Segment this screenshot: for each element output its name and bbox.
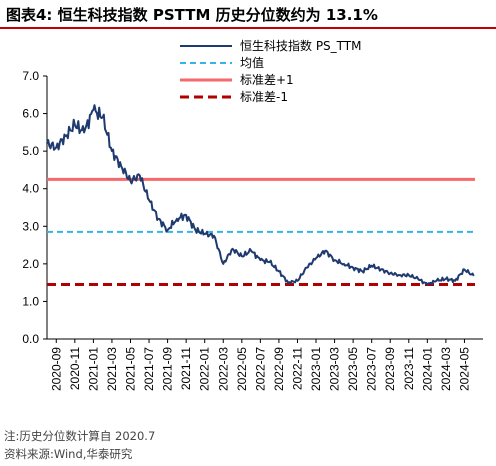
title-rule	[0, 27, 496, 29]
x-tick-label: 2023-09	[383, 347, 397, 391]
x-tick-label: 2023-05	[346, 347, 360, 391]
x-tick-label: 2021-07	[142, 347, 156, 391]
x-tick-label: 2022-11	[290, 347, 304, 390]
x-tick-label: 2024-03	[439, 347, 453, 391]
y-tick-label: 3.0	[22, 219, 39, 233]
x-tick-label: 2021-01	[86, 347, 100, 391]
chart-lines	[46, 104, 475, 287]
x-tick-label: 2023-07	[365, 347, 379, 391]
y-tick-label: 4.0	[22, 182, 39, 196]
ps-ttm-series-line	[46, 104, 475, 286]
psttm-line-chart: 0.0 1.0 2.0 3.0 4.0 5.0 6.0 7.0 2020-09 2020-11 20…	[22, 38, 483, 391]
y-tick-label: 6.0	[22, 107, 39, 121]
x-tick-label: 2021-09	[161, 347, 175, 391]
y-tick-label: 5.0	[22, 144, 39, 158]
x-tick-label: 2023-11	[402, 347, 416, 390]
y-tick-label: 0.0	[22, 332, 39, 346]
x-tick-label: 2022-09	[272, 347, 286, 391]
x-tick-label: 2024-01	[420, 347, 434, 391]
y-tick-label: 1.0	[22, 294, 39, 308]
x-tick-label: 2020-11	[68, 347, 82, 390]
x-tick-label: 2024-05	[457, 347, 471, 391]
footnote: 注:历史分位数计算自 2020.7	[4, 429, 156, 443]
legend-label: 均值	[240, 55, 264, 70]
legend-label: 标准差+1	[240, 73, 294, 87]
x-tick-label: 2023-03	[328, 347, 342, 391]
x-tick-label: 2022-03	[216, 347, 230, 391]
y-tick-label: 7.0	[22, 69, 39, 83]
legend-label: 恒生科技指数 PS_TTM	[240, 38, 361, 53]
chart-axes: 0.0 1.0 2.0 3.0 4.0 5.0 6.0 7.0 2020-09 2020-11 20…	[22, 69, 483, 391]
x-tick-label: 2022-07	[253, 347, 267, 391]
x-tick-label: 2023-01	[309, 347, 323, 391]
x-tick-label: 2022-01	[198, 347, 212, 391]
x-tick-label: 2020-09	[49, 347, 63, 391]
x-tick-label: 2021-05	[123, 347, 137, 391]
y-tick-label: 2.0	[22, 257, 39, 271]
legend-label: 标准差-1	[240, 90, 288, 104]
figure-title: 图表4: 恒生科技指数 PSTTM 历史分位数约为 13.1%	[6, 6, 378, 24]
x-tick-label: 2021-03	[105, 347, 119, 391]
x-tick-label: 2022-05	[235, 347, 249, 391]
x-tick-label: 2021-11	[179, 347, 193, 390]
source-note: 资料来源:Wind,华泰研究	[4, 447, 133, 461]
